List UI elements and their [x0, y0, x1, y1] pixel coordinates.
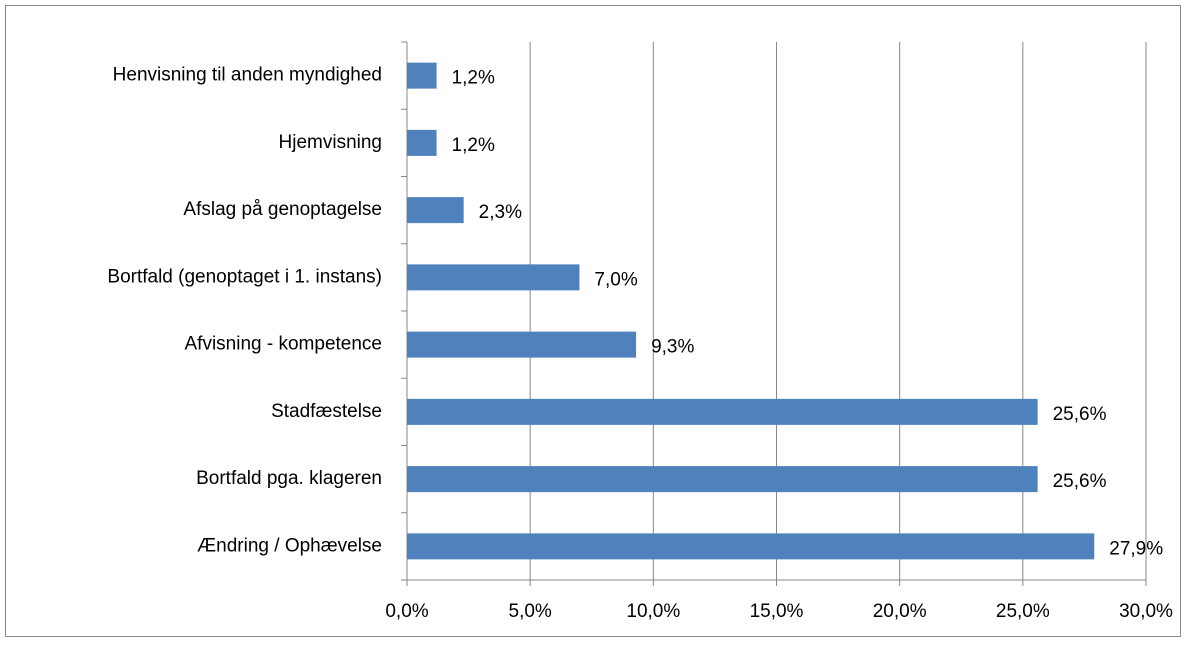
x-tick-label: 15,0% — [750, 601, 804, 622]
x-tick-label: 20,0% — [873, 601, 927, 622]
value-label: 25,6% — [1053, 404, 1107, 425]
value-label: 9,3% — [651, 337, 694, 358]
chart-frame — [5, 5, 1181, 637]
bar — [407, 129, 437, 156]
y-tick-label: Stadfæstelse — [271, 401, 382, 422]
y-tick-label: Henvisning til anden myndighed — [113, 65, 382, 86]
y-tick-label: Bortfald pga. klageren — [196, 468, 382, 489]
value-label: 25,6% — [1053, 471, 1107, 492]
y-tick-label: Ændring / Ophævelse — [197, 535, 382, 556]
bar — [407, 466, 1038, 493]
bar — [407, 197, 464, 224]
y-tick-label: Hjemvisning — [279, 132, 382, 153]
y-tick-label: Afslag på genoptagelse — [183, 199, 382, 220]
bar — [407, 398, 1038, 425]
x-tick-label: 30,0% — [1119, 601, 1173, 622]
bar — [407, 331, 637, 358]
y-tick-label: Bortfald (genoptaget i 1. instans) — [107, 266, 382, 287]
value-label: 2,3% — [479, 202, 522, 223]
value-label: 7,0% — [594, 269, 637, 290]
value-label: 27,9% — [1109, 538, 1163, 559]
bar — [407, 264, 580, 291]
value-label: 1,2% — [452, 68, 495, 89]
x-tick-label: 10,0% — [626, 601, 680, 622]
x-tick-label: 25,0% — [996, 601, 1050, 622]
value-label: 1,2% — [452, 135, 495, 156]
y-tick-label: Afvisning - kompetence — [185, 334, 383, 355]
x-tick-label: 5,0% — [509, 601, 552, 622]
bar — [407, 62, 437, 89]
x-tick-label: 0,0% — [385, 601, 428, 622]
bar — [407, 533, 1095, 560]
